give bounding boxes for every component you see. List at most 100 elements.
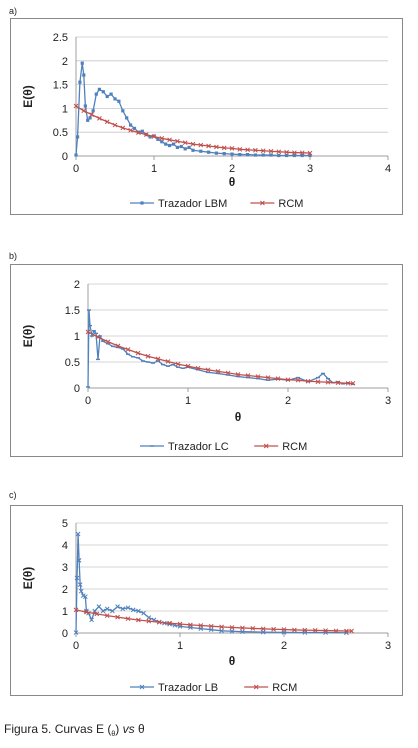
data-point (237, 146, 243, 152)
legend-label: RCM (278, 198, 303, 210)
data-point (167, 137, 172, 143)
data-point (260, 148, 266, 154)
data-point (221, 145, 227, 151)
y-tick-label: 1 (62, 103, 68, 115)
data-point (335, 380, 341, 386)
data-point (240, 625, 245, 631)
data-point (146, 618, 152, 624)
data-point (125, 605, 131, 611)
y-tick-label: 2.5 (53, 32, 68, 44)
data-point (160, 140, 164, 144)
data-point (84, 609, 89, 615)
data-point (101, 90, 105, 94)
data-point (312, 628, 318, 633)
data-point (284, 149, 289, 155)
data-point (214, 151, 218, 155)
data-point (275, 376, 281, 381)
data-point (77, 582, 83, 587)
data-point (177, 621, 183, 627)
data-point (292, 627, 297, 633)
data-point (155, 356, 161, 362)
data-point (253, 147, 258, 153)
data-point (91, 109, 95, 113)
y-tick-label: 1 (74, 331, 80, 343)
y-tick-label: 0 (62, 151, 68, 163)
data-point (75, 531, 81, 537)
data-point (246, 152, 250, 157)
data-point (156, 137, 160, 141)
data-point (240, 629, 245, 635)
data-point (198, 623, 204, 628)
y-tick-label: 1.5 (53, 80, 68, 92)
data-point (82, 73, 86, 77)
y-tick-label: 2 (62, 56, 68, 68)
chart-b: 0 0.5 1 1.5 2 0 1 2 3 θ E(θ) Trazador LC RCM (10, 264, 403, 457)
data-point (285, 153, 289, 158)
legend-marker (260, 200, 265, 206)
x-tick-label: 3 (307, 163, 313, 175)
data-point (83, 594, 88, 600)
data-point (165, 359, 171, 364)
data-point (115, 604, 120, 609)
x-tick-label: 1 (151, 163, 157, 175)
data-point (129, 123, 133, 127)
data-point (188, 622, 193, 628)
legend-marker (253, 684, 259, 690)
data-point (292, 153, 296, 158)
data-point (269, 153, 273, 157)
y-axis-title: E(θ) (21, 567, 35, 589)
panel-letter-a: a) (9, 6, 18, 16)
data-point (285, 377, 291, 383)
data-point (308, 153, 312, 158)
data-point (136, 608, 141, 614)
data-point (315, 379, 321, 385)
x-axis-title: θ (229, 175, 236, 189)
data-point (135, 350, 141, 356)
data-point (229, 625, 235, 630)
data-point (225, 370, 231, 376)
y-tick-label: 0 (74, 383, 80, 395)
data-point (245, 373, 251, 378)
data-point (113, 97, 117, 101)
y-tick-label: 3 (62, 562, 68, 574)
legend-label: Trazador LC (168, 441, 229, 453)
data-point (104, 119, 110, 125)
series-line-rcm (75, 609, 352, 632)
data-point (268, 148, 274, 154)
chart-frame (10, 264, 403, 457)
data-point (229, 628, 235, 634)
legend-marker (139, 684, 145, 690)
data-point (276, 149, 282, 155)
y-axis-title: E(θ) (21, 325, 35, 347)
data-point (112, 122, 118, 128)
data-point (190, 141, 196, 147)
data-point (125, 616, 131, 622)
data-point (74, 575, 80, 581)
legend-marker (140, 201, 144, 205)
y-tick-label: 0.5 (65, 357, 80, 369)
data-point (156, 619, 162, 625)
caption-prefix: Figura 5. Curvas E ( (4, 722, 112, 736)
caption-italic: vs (122, 722, 135, 736)
y-tick-label: 1 (62, 606, 68, 618)
data-point (168, 143, 172, 148)
data-point (136, 617, 141, 623)
data-point (81, 108, 87, 114)
x-tick-label: 1 (185, 395, 191, 407)
data-point (214, 144, 219, 150)
data-point (198, 142, 204, 148)
data-point (199, 149, 203, 153)
data-point (255, 374, 261, 379)
data-point (238, 152, 242, 157)
y-tick-label: 2 (74, 279, 80, 291)
legend-label: RCM (282, 441, 307, 453)
data-point (120, 606, 126, 612)
legend-marker (263, 443, 269, 449)
data-point (205, 367, 211, 373)
data-point (89, 617, 94, 623)
data-point (261, 153, 265, 157)
data-point (73, 103, 79, 109)
data-point (104, 613, 110, 618)
data-point (100, 608, 106, 614)
data-point (85, 329, 91, 335)
